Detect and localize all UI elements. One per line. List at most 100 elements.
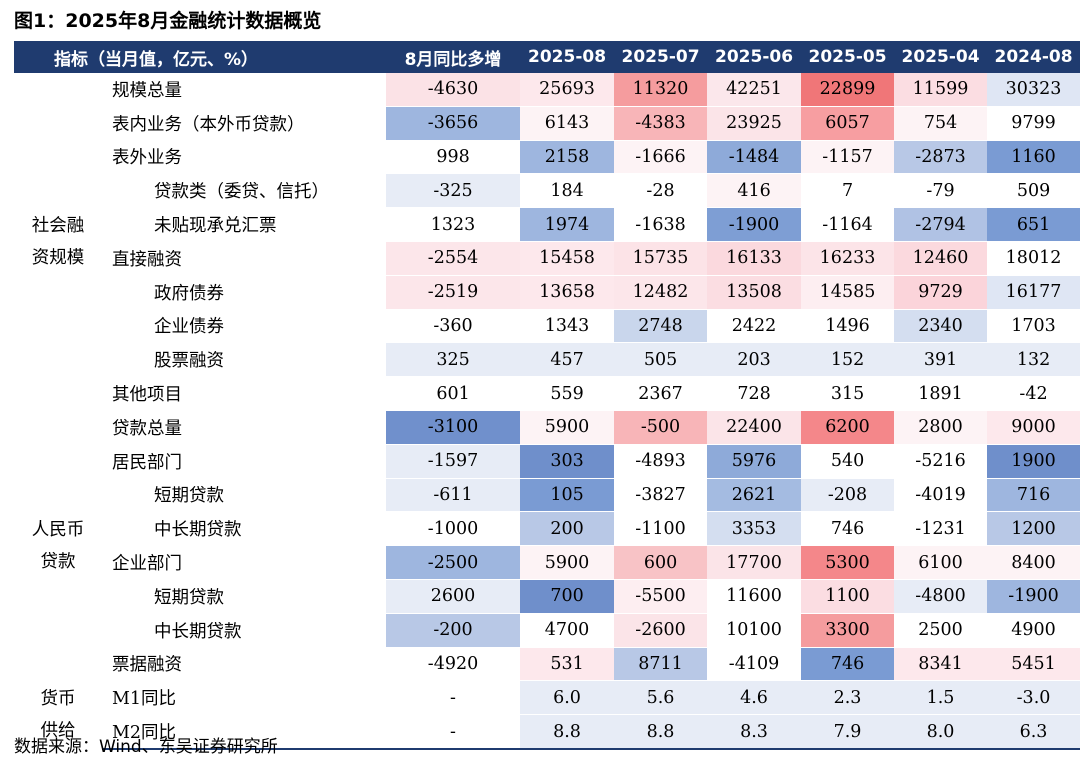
value-cell: 6100 xyxy=(894,545,988,580)
value-cell: 18012 xyxy=(987,241,1080,276)
table-row: 未贴现承兑汇票 1323 1974 -1638 -1900 -1164 -2794 651 xyxy=(14,207,1080,242)
value-cell: 16177 xyxy=(987,275,1080,310)
header-cell: 8月同比多增 xyxy=(386,41,521,73)
value-cell: 700 xyxy=(520,579,615,614)
row-label: 短期贷款 xyxy=(154,486,224,507)
value-cell: -360 xyxy=(386,309,521,344)
value-cell: -1900 xyxy=(987,579,1080,614)
value-cell: -3100 xyxy=(386,410,521,445)
value-cell: -1000 xyxy=(386,511,521,547)
value-cell: -1484 xyxy=(707,140,802,175)
value-cell: 42251 xyxy=(707,73,802,107)
value-cell: -4800 xyxy=(894,579,988,614)
table-row: 政府债券 -2519 13658 12482 13508 14585 9729 16177 xyxy=(14,275,1080,310)
value-cell: 2158 xyxy=(520,140,615,175)
value-cell: -2554 xyxy=(386,241,521,276)
value-cell: 23925 xyxy=(707,106,802,141)
group-label-line: 供给 xyxy=(40,720,76,741)
value-cell: 540 xyxy=(801,444,895,479)
value-cell: 1200 xyxy=(987,511,1080,547)
value-cell: 2500 xyxy=(894,613,988,648)
value-cell: 5300 xyxy=(801,545,895,580)
value-cell: -3656 xyxy=(386,106,521,141)
value-cell: -4019 xyxy=(894,478,988,513)
value-cell: 8.8 xyxy=(520,714,615,750)
table-row: 直接融资 -2554 15458 15735 16133 16233 12460 18012 xyxy=(14,241,1080,276)
group-label: 社会融 资规模 xyxy=(14,73,102,410)
value-cell: 5900 xyxy=(520,545,615,580)
header-cell: 2025-04 xyxy=(894,41,988,73)
value-cell: 531 xyxy=(520,647,615,682)
value-cell: 8.3 xyxy=(707,714,802,750)
row-label: 直接融资 xyxy=(112,249,182,270)
value-cell: 746 xyxy=(801,511,895,547)
value-cell: -1100 xyxy=(614,511,708,547)
value-cell: 716 xyxy=(987,478,1080,513)
value-cell: -1638 xyxy=(614,207,708,242)
header-cell: 2025-08 xyxy=(520,41,615,73)
group-label-line: 货币 xyxy=(40,688,76,709)
value-cell: -325 xyxy=(386,173,521,209)
value-cell: 1900 xyxy=(987,444,1080,479)
value-cell: 1323 xyxy=(386,207,521,242)
row-label: 表内业务（本外币贷款） xyxy=(112,114,305,135)
row-label: 短期贷款 xyxy=(154,587,224,608)
value-cell: 9000 xyxy=(987,410,1080,445)
value-cell: 315 xyxy=(801,376,895,411)
value-cell: 2748 xyxy=(614,309,708,344)
value-cell: 30323 xyxy=(987,73,1080,107)
value-cell: 5451 xyxy=(987,647,1080,682)
value-cell: -3.0 xyxy=(987,680,1080,716)
value-cell: 2340 xyxy=(894,309,988,344)
group-label-line: 贷款 xyxy=(40,551,76,572)
table-row: 人民币 贷款 贷款总量 -3100 5900 -500 22400 6200 2800 9000 xyxy=(14,410,1080,572)
row-label: 贷款总量 xyxy=(112,418,182,439)
value-cell: 105 xyxy=(520,478,615,513)
value-cell: 728 xyxy=(707,376,802,411)
header-row: 指标（当月值，亿元、%） 8月同比多增 2025-08 2025-07 2025-06 2… xyxy=(14,41,1080,73)
value-cell: 132 xyxy=(987,342,1080,378)
value-cell: 16133 xyxy=(707,241,802,276)
row-label: 股票融资 xyxy=(154,351,224,372)
value-cell: 600 xyxy=(614,545,708,580)
value-cell: 1100 xyxy=(801,579,895,614)
value-cell: -5216 xyxy=(894,444,988,479)
value-cell: 6200 xyxy=(801,410,895,445)
value-cell: 9799 xyxy=(987,106,1080,141)
value-cell: 1891 xyxy=(894,376,988,411)
row-label: M2同比 xyxy=(102,714,387,750)
value-cell: -2794 xyxy=(894,207,988,242)
row-label: 政府债券 xyxy=(154,283,224,304)
value-cell: -208 xyxy=(801,478,895,513)
value-cell: -42 xyxy=(987,376,1080,411)
value-cell: 509 xyxy=(987,173,1080,209)
table-row: 股票融资 325 457 505 203 152 391 132 xyxy=(14,342,1080,378)
value-cell: -4630 xyxy=(386,73,521,107)
value-cell: 1496 xyxy=(801,309,895,344)
table-row: 企业部门 -2500 5900 600 17700 5300 6100 8400 xyxy=(14,545,1080,580)
value-cell: 5900 xyxy=(520,410,615,445)
value-cell: 457 xyxy=(520,342,615,378)
value-cell: -2873 xyxy=(894,140,988,175)
value-cell: 203 xyxy=(707,342,802,378)
row-label: 规模总量 xyxy=(112,81,182,102)
value-cell: 11600 xyxy=(707,579,802,614)
value-cell: -2519 xyxy=(386,275,521,310)
value-cell: 8341 xyxy=(894,647,988,682)
value-cell: 15735 xyxy=(614,241,708,276)
group-label-line: 社会融 xyxy=(31,215,85,236)
value-cell: 11599 xyxy=(894,73,988,107)
value-cell: 2422 xyxy=(707,309,802,344)
row-label: 表外业务 xyxy=(112,148,182,169)
value-cell: 152 xyxy=(801,342,895,378)
table-row: 表外业务 998 2158 -1666 -1484 -1157 -2873 1160 xyxy=(14,140,1080,175)
value-cell: 7.9 xyxy=(801,714,895,750)
header-indicator: 指标（当月值，亿元、%） xyxy=(14,41,387,73)
value-cell: 5.6 xyxy=(614,680,708,716)
value-cell: 10100 xyxy=(707,613,802,648)
value-cell: 8400 xyxy=(987,545,1080,580)
row-label: 企业债券 xyxy=(154,317,224,338)
value-cell: 4700 xyxy=(520,613,615,648)
value-cell: -2600 xyxy=(614,613,708,648)
value-cell: 16233 xyxy=(801,241,895,276)
